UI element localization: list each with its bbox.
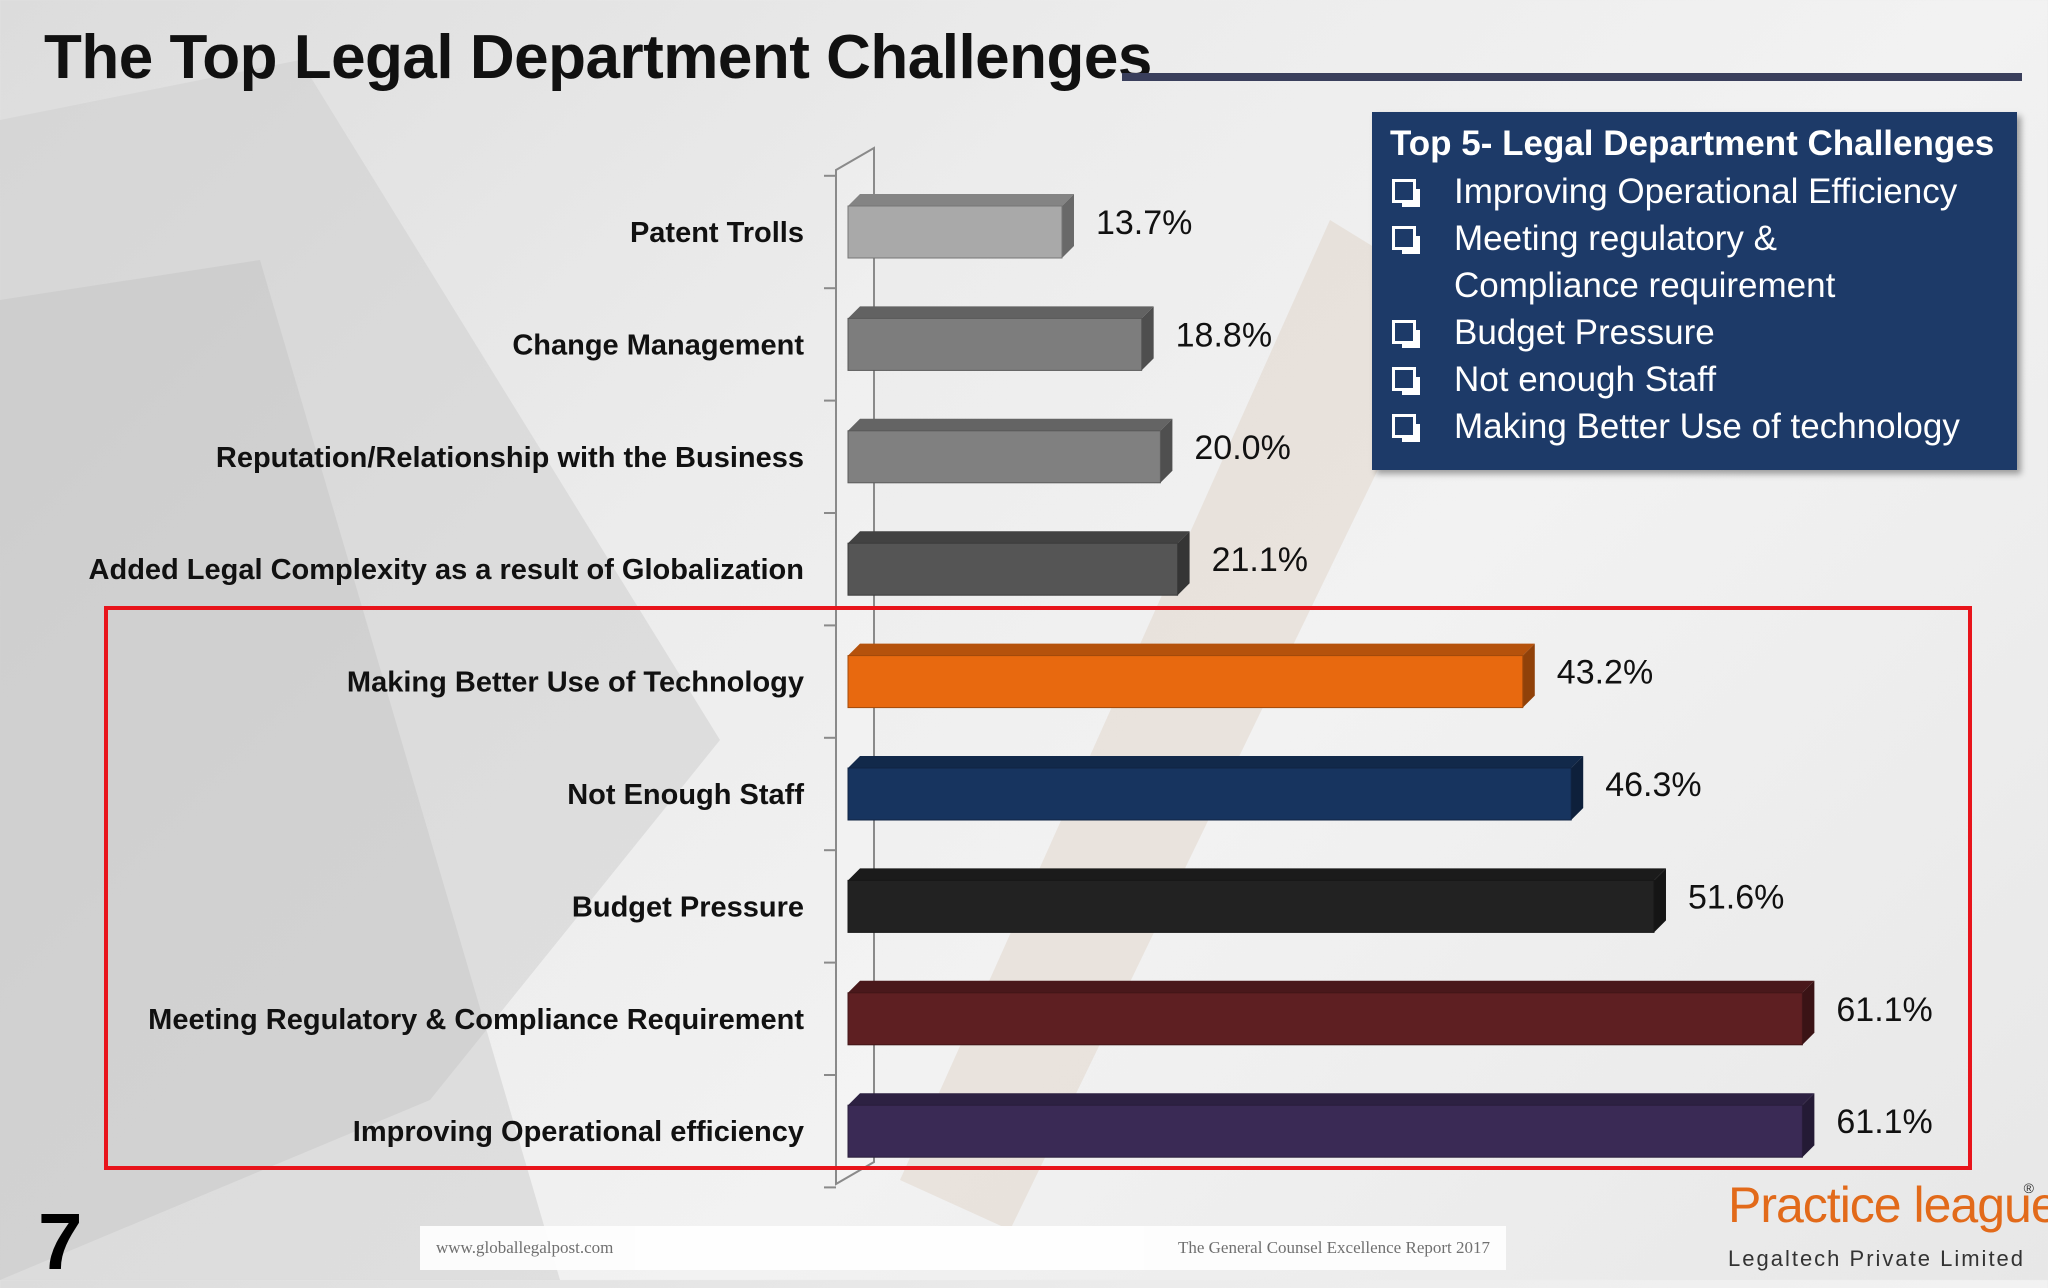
- bar-top-face: [848, 306, 1154, 319]
- category-label: Budget Pressure: [572, 891, 804, 923]
- data-label: 46.3%: [1605, 766, 1701, 804]
- top5-item-label: Meeting regulatory & Compliance requirem…: [1454, 219, 1836, 305]
- bar-top-face: [848, 418, 1173, 431]
- bar-side-face: [1571, 756, 1584, 820]
- data-label: 61.1%: [1836, 991, 1932, 1029]
- bar-side-face: [1522, 643, 1535, 708]
- bar-top-face: [848, 194, 1074, 206]
- logo-subtitle: Legaltech Private Limited: [1728, 1246, 2026, 1271]
- category-label: Making Better Use of Technology: [347, 667, 804, 699]
- data-label: 43.2%: [1557, 654, 1653, 692]
- bar-side-face: [1802, 980, 1815, 1045]
- bar-top-face: [848, 980, 1815, 993]
- bar-side-face: [1141, 306, 1154, 371]
- bar-top-face: [848, 756, 1584, 768]
- bar-front-face: [847, 542, 1179, 596]
- bar: [847, 531, 1190, 596]
- bar: [847, 1093, 1815, 1158]
- page-number: 7: [38, 1197, 83, 1286]
- bar-top-face: [848, 531, 1190, 544]
- footer-source-right: The General Counsel Excellence Report 20…: [1177, 1238, 1490, 1257]
- top5-item: Making Better Use of technology: [1390, 403, 1999, 450]
- top5-item: Improving Operational Efficiency: [1390, 168, 1999, 215]
- bar-front-face: [847, 430, 1161, 484]
- top5-item: Not enough Staff: [1390, 356, 1999, 403]
- title-underline: [1122, 73, 2022, 81]
- bar-side-face: [1160, 418, 1173, 483]
- bar: [847, 643, 1535, 709]
- top5-panel: Top 5- Legal Department Challenges Impro…: [1372, 112, 2017, 470]
- data-label: 51.6%: [1688, 878, 1784, 916]
- bar: [847, 980, 1815, 1046]
- top5-item-label: Not enough Staff: [1454, 360, 1717, 399]
- top5-item: Budget Pressure: [1390, 309, 1999, 356]
- top5-item-label: Making Better Use of technology: [1454, 407, 1960, 446]
- bar-front-face: [847, 767, 1572, 821]
- top5-title: Top 5- Legal Department Challenges: [1390, 124, 1995, 163]
- checkbox-icon: [1392, 179, 1420, 207]
- footer-source-left: www.globallegalpost.com: [436, 1238, 614, 1257]
- category-label: Reputation/Relationship with the Busines…: [216, 442, 804, 474]
- data-label: 21.1%: [1212, 541, 1308, 579]
- category-label: Patent Trolls: [630, 217, 804, 249]
- company-logo: Practice league ® Legaltech Private Limi…: [1724, 1176, 2048, 1276]
- category-label: Meeting Regulatory & Compliance Requirem…: [148, 1004, 804, 1036]
- top5-list: Improving Operational Efficiency Meeting…: [1390, 168, 1999, 450]
- top5-item: Meeting regulatory & Compliance requirem…: [1390, 215, 1999, 309]
- bar-side-face: [1802, 1093, 1815, 1158]
- bar-front-face: [847, 655, 1524, 709]
- checkbox-icon: [1392, 320, 1420, 348]
- bar-front-face: [847, 879, 1655, 933]
- data-label: 18.8%: [1176, 316, 1272, 354]
- bar-top-face: [848, 643, 1535, 656]
- category-label: Change Management: [512, 329, 804, 361]
- bar: [847, 418, 1173, 484]
- top5-item-label: Improving Operational Efficiency: [1454, 172, 1958, 211]
- page-title: The Top Legal Department Challenges: [44, 23, 1152, 92]
- bar-side-face: [1177, 531, 1190, 596]
- bar-top-face: [848, 1093, 1815, 1106]
- footer-source-strip: www.globallegalpost.com The General Coun…: [420, 1226, 1506, 1270]
- bar: [847, 868, 1666, 933]
- top5-highlight-box: [104, 606, 1972, 1170]
- logo-name: Practice league: [1728, 1177, 2048, 1233]
- logo-registered-mark: ®: [2023, 1180, 2034, 1196]
- bar-front-face: [847, 1104, 1803, 1158]
- data-label: 20.0%: [1194, 429, 1290, 467]
- bar: [847, 194, 1074, 259]
- bar-front-face: [847, 992, 1803, 1046]
- data-label: 61.1%: [1836, 1103, 1932, 1141]
- bar: [847, 756, 1584, 821]
- checkbox-icon: [1392, 367, 1420, 395]
- checkbox-icon: [1392, 226, 1420, 254]
- bar-side-face: [1061, 194, 1074, 258]
- category-label: Improving Operational efficiency: [353, 1116, 804, 1148]
- bar-front-face: [847, 205, 1063, 259]
- bar-front-face: [847, 317, 1143, 371]
- bar-top-face: [848, 868, 1666, 881]
- bar-side-face: [1653, 868, 1666, 933]
- category-label: Added Legal Complexity as a result of Gl…: [89, 554, 804, 586]
- bar: [847, 306, 1154, 371]
- checkbox-icon: [1392, 414, 1420, 442]
- data-label: 13.7%: [1096, 204, 1192, 242]
- category-label: Not Enough Staff: [567, 779, 804, 811]
- top5-item-label: Budget Pressure: [1454, 313, 1715, 352]
